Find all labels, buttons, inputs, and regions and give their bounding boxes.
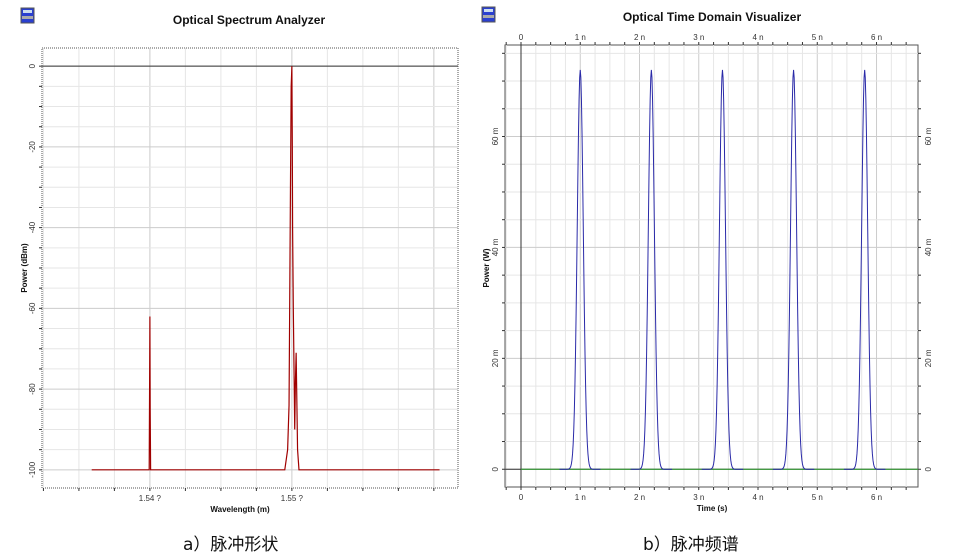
y-tick-label: -100: [28, 461, 37, 478]
x-tick-label-top: 2 n: [634, 33, 645, 42]
x-tick-label: 4 n: [752, 493, 763, 502]
y-tick-label: -80: [28, 383, 37, 395]
x-tick-label: 3 n: [693, 493, 704, 502]
x-tick-label-top: 0: [519, 33, 524, 42]
otdv-xlabel: Time (s): [697, 504, 728, 513]
osa-title: Optical Spectrum Analyzer: [173, 13, 326, 27]
y-tick-label: 40 m: [491, 238, 500, 256]
x-tick-label-top: 5 n: [812, 33, 823, 42]
osa-ylabel: Power (dBm): [20, 243, 29, 293]
otdv-ylabel: Power (W): [482, 248, 491, 287]
y-tick-label: -60: [28, 302, 37, 314]
y-tick-label: -20: [28, 141, 37, 153]
x-tick-label-top: 4 n: [752, 33, 763, 42]
y-tick-label: 20 m: [491, 349, 500, 367]
spectrum-trace: [91, 66, 440, 471]
pulse-trace: [772, 69, 815, 470]
pulse-trace: [630, 69, 673, 470]
x-tick-label: 0: [519, 493, 524, 502]
osa-xlabel: Wavelength (m): [210, 505, 270, 514]
x-tick-label: 1 n: [575, 493, 586, 502]
x-tick-label: 2 n: [634, 493, 645, 502]
y-tick-label-right: 60 m: [924, 127, 933, 145]
y-tick-label: 60 m: [491, 127, 500, 145]
otdv-icon[interactable]: [481, 6, 496, 23]
caption-right: b）脉冲频谱: [643, 535, 739, 555]
x-tick-label-top: 6 n: [871, 33, 882, 42]
y-tick-label-right: 0: [924, 466, 933, 471]
y-tick-label: 0: [491, 466, 500, 471]
caption-left: a）脉冲形状: [183, 535, 279, 555]
pulse-trace: [701, 69, 744, 470]
osa-icon[interactable]: [20, 7, 35, 24]
pulse-trace: [843, 69, 886, 470]
x-tick-label: 1.55 ?: [281, 494, 304, 503]
x-tick-label-top: 1 n: [575, 33, 586, 42]
otdv-title: Optical Time Domain Visualizer: [623, 10, 802, 24]
pulse-trace: [559, 69, 601, 470]
y-tick-label: -40: [28, 221, 37, 233]
x-tick-label: 1.54 ?: [139, 494, 162, 503]
y-tick-label: 0: [28, 63, 37, 68]
x-tick-label: 6 n: [871, 493, 882, 502]
y-tick-label-right: 40 m: [924, 238, 933, 256]
plot-frame: [504, 44, 919, 488]
x-tick-label-top: 3 n: [693, 33, 704, 42]
x-tick-label: 5 n: [812, 493, 823, 502]
y-tick-label-right: 20 m: [924, 349, 933, 367]
